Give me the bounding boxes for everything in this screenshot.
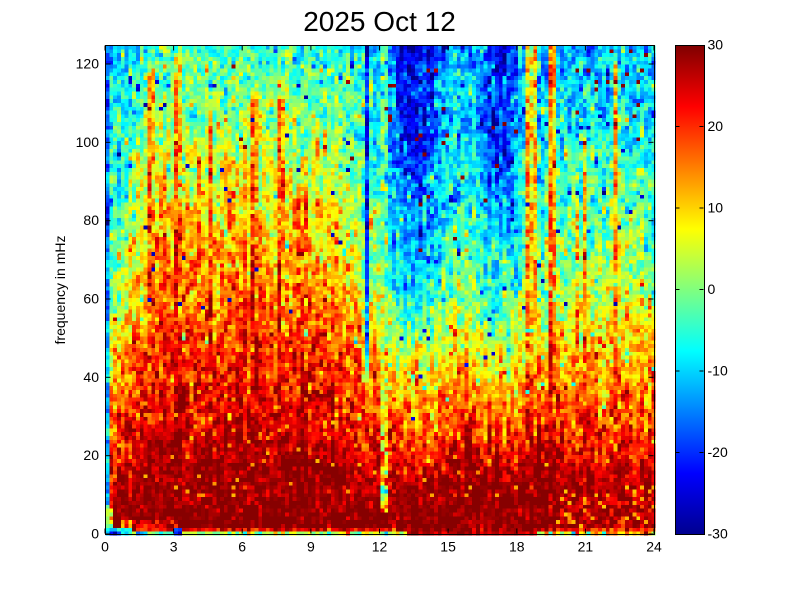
svg-text:21: 21 [578,539,594,555]
svg-text:3: 3 [170,539,178,555]
svg-text:120: 120 [76,56,100,72]
svg-text:80: 80 [83,212,99,228]
svg-text:-20: -20 [708,444,728,460]
svg-text:0: 0 [708,281,716,297]
svg-text:30: 30 [708,37,724,53]
svg-text:15: 15 [440,539,456,555]
svg-text:frequency in mHz: frequency in mHz [52,236,68,345]
svg-text:18: 18 [509,539,525,555]
svg-text:0: 0 [91,526,99,542]
svg-text:40: 40 [83,369,99,385]
svg-text:-10: -10 [708,363,728,379]
svg-text:0: 0 [101,539,109,555]
svg-text:20: 20 [708,118,724,134]
svg-text:9: 9 [307,539,315,555]
svg-text:-30: -30 [708,526,728,542]
svg-text:60: 60 [83,291,99,307]
svg-text:24: 24 [646,539,662,555]
svg-text:12: 12 [372,539,388,555]
svg-text:10: 10 [708,200,724,216]
svg-text:20: 20 [83,447,99,463]
svg-text:100: 100 [76,134,100,150]
svg-text:6: 6 [238,539,246,555]
svg-text:2025 Oct 12: 2025 Oct 12 [303,6,456,37]
